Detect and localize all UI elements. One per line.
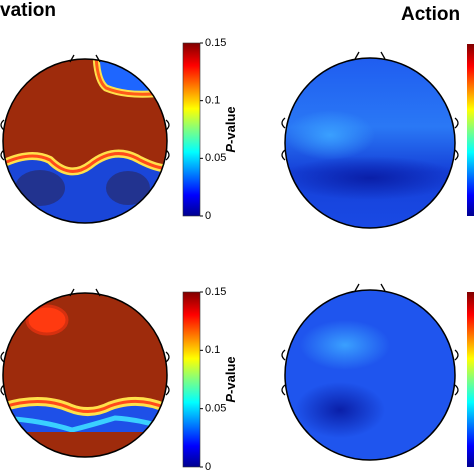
topomap bbox=[3, 293, 167, 457]
panel-title: vation bbox=[0, 0, 56, 21]
colorbar-label-text: -value bbox=[223, 356, 238, 394]
colorbar-label-italic: P bbox=[223, 144, 238, 153]
colorbar-tick-label: 0.15 bbox=[205, 286, 226, 298]
colorbar-tick-label: 0.1 bbox=[205, 95, 220, 107]
head-outline bbox=[0, 51, 459, 396]
colorbar-tick-label: 0 bbox=[205, 210, 211, 222]
colorbar bbox=[182, 291, 201, 468]
colorbar-label: P-value bbox=[223, 106, 238, 152]
colorbar-tick-label: 0.15 bbox=[205, 37, 226, 49]
topomap bbox=[285, 290, 455, 460]
colorbar-label: P-value bbox=[223, 356, 238, 402]
panel-title: Action bbox=[401, 4, 460, 25]
colorbar-tick-label: 0.05 bbox=[205, 152, 226, 164]
colorbar-label-text: -value bbox=[223, 106, 238, 144]
colorbar bbox=[182, 42, 201, 217]
topomap bbox=[285, 58, 455, 228]
colorbar-tick-label: 0 bbox=[205, 461, 211, 473]
colorbar bbox=[467, 44, 474, 216]
colorbar-tick-label: 0.1 bbox=[205, 344, 220, 356]
colorbar-tick-label: 0.05 bbox=[205, 403, 226, 415]
topomap bbox=[3, 59, 167, 223]
colorbar-label-italic: P bbox=[223, 394, 238, 403]
colorbar bbox=[467, 292, 474, 467]
